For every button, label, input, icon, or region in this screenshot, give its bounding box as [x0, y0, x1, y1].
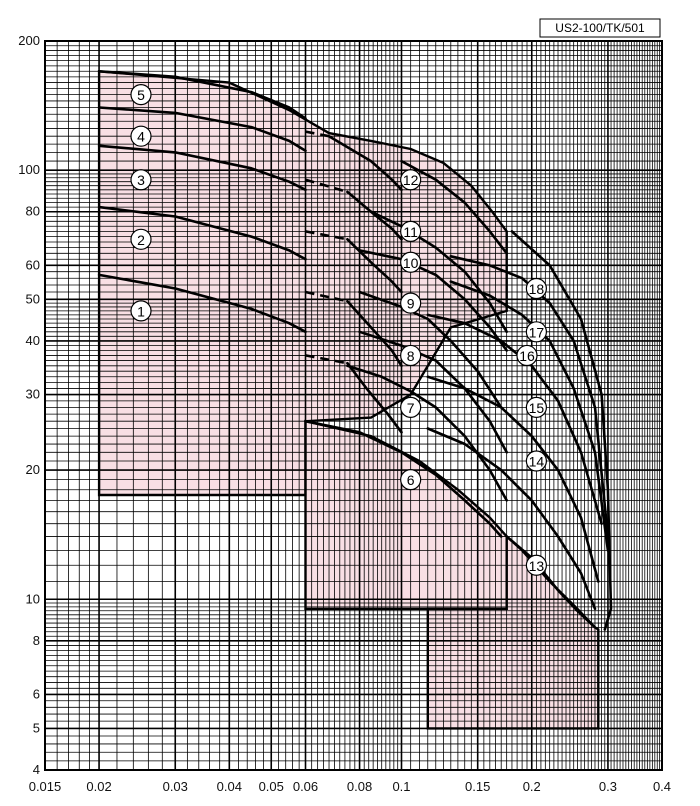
curve-label-18: 18 [529, 281, 545, 297]
plot-frame [44, 40, 663, 771]
curve-label-circle-12 [400, 169, 422, 191]
x-tick-label: 0.15 [465, 779, 490, 794]
y-tick-label: 10 [26, 591, 40, 606]
curve-label-14: 14 [529, 453, 545, 469]
curve-label-7: 7 [407, 400, 415, 416]
curve-label-16: 16 [519, 348, 535, 364]
curve-7 [346, 364, 508, 502]
curve-2 [97, 205, 307, 261]
curve-12 [400, 159, 508, 255]
curve-label-10: 10 [403, 255, 419, 271]
model-label-box: US2-100/TK/501 [539, 18, 661, 38]
curve-5-dashed [305, 130, 330, 138]
x-tick-label: 0.04 [217, 779, 242, 794]
axis-tick-labels: 0.015 0.02 0.03 0.04 0.05 0.06 0.08 0.1 0.15 0.2 0… [18, 33, 671, 794]
curve-label-6: 6 [407, 472, 415, 488]
x-tick-label: 0.03 [163, 779, 188, 794]
curve-label-11: 11 [403, 224, 418, 240]
y-tick-label: 60 [26, 257, 40, 272]
curve-5 [97, 70, 307, 120]
curve-label-1: 1 [137, 303, 145, 319]
y-tick-label: 5 [33, 720, 40, 735]
curve-6 [304, 419, 503, 538]
performance-curves [97, 70, 613, 631]
y-tick-label: 8 [33, 633, 40, 648]
operating-region-b [304, 419, 508, 610]
x-tick-label: 0.1 [392, 779, 410, 794]
x-tick-label: 0.015 [29, 779, 62, 794]
curve-5-cont [327, 134, 403, 192]
curve-label-circle-17 [525, 321, 547, 343]
y-tick-label: 4 [33, 762, 40, 777]
curve-label-circle-8 [400, 344, 422, 367]
curve-label-8: 8 [407, 348, 415, 364]
curve-1-cont [346, 361, 403, 434]
x-tick-label: 0.05 [259, 779, 284, 794]
curve-2-dashed [305, 290, 348, 303]
x-tick-label: 0.2 [523, 779, 541, 794]
right-boundary-curve [510, 230, 613, 631]
y-tick-label: 50 [26, 291, 40, 306]
curve-label-12: 12 [403, 172, 419, 188]
y-tick-label: 30 [26, 387, 40, 402]
x-tick-label: 0.4 [653, 779, 671, 794]
y-tick-label: 20 [26, 462, 40, 477]
curve-13 [505, 535, 597, 629]
curve-label-circle-5 [130, 84, 152, 106]
curve-4 [97, 106, 307, 152]
curve-4-cont [346, 190, 403, 241]
curve-label-circle-14 [525, 450, 547, 472]
curve-8 [358, 330, 508, 454]
y-tick-label: 6 [33, 686, 40, 701]
y-tick-label: 40 [26, 333, 40, 348]
curve-11 [369, 210, 508, 334]
curve-label-circle-2 [130, 228, 152, 250]
curve-15 [426, 375, 600, 583]
curve-label-circle-3 [130, 169, 152, 191]
model-label: US2-100/TK/501 [555, 21, 645, 35]
curve-18 [449, 255, 610, 538]
curve-label-9: 9 [407, 296, 415, 312]
curve-1-dashed [305, 354, 348, 365]
curve-16 [426, 313, 603, 525]
y-tick-label: 80 [26, 204, 40, 219]
curve-3 [97, 144, 307, 192]
x-tick-label: 0.06 [293, 779, 318, 794]
curve-label-17: 17 [529, 324, 545, 340]
curve-label-circle-4 [130, 125, 152, 147]
x-tick-label: 0.08 [347, 779, 372, 794]
curve-label-circle-1 [130, 300, 152, 322]
curve-label-circle-6 [400, 469, 422, 491]
curve-label-circle-9 [400, 292, 422, 314]
curve-3-dashed [305, 230, 348, 241]
curve-17 [449, 280, 610, 552]
curve-label-circle-13 [525, 554, 547, 576]
curve-label-4: 4 [137, 129, 145, 145]
curve-9 [358, 290, 503, 409]
x-tick-label: 0.3 [599, 779, 617, 794]
curve-label-circle-15 [525, 396, 547, 418]
model-label-frame [539, 18, 661, 38]
curve-label-circle-10 [400, 251, 422, 273]
curve-14 [426, 427, 597, 611]
curve-label-circle-11 [400, 220, 422, 242]
curve-label-circle-16 [516, 344, 538, 367]
curve-4-dashed [305, 178, 348, 194]
curve-label-circle-18 [525, 277, 547, 300]
curve-label-15: 15 [529, 400, 545, 416]
curve-label-2: 2 [137, 232, 145, 248]
y-tick-label: 200 [18, 33, 40, 48]
curve-label-3: 3 [137, 172, 145, 188]
curve-1 [97, 273, 307, 334]
y-tick-label: 100 [18, 162, 40, 177]
curve-label-5: 5 [137, 87, 145, 103]
x-tick-label: 0.02 [86, 779, 111, 794]
curve-label-circle-7 [400, 396, 422, 418]
curve-label-13: 13 [529, 558, 545, 574]
curve-10 [358, 249, 508, 352]
